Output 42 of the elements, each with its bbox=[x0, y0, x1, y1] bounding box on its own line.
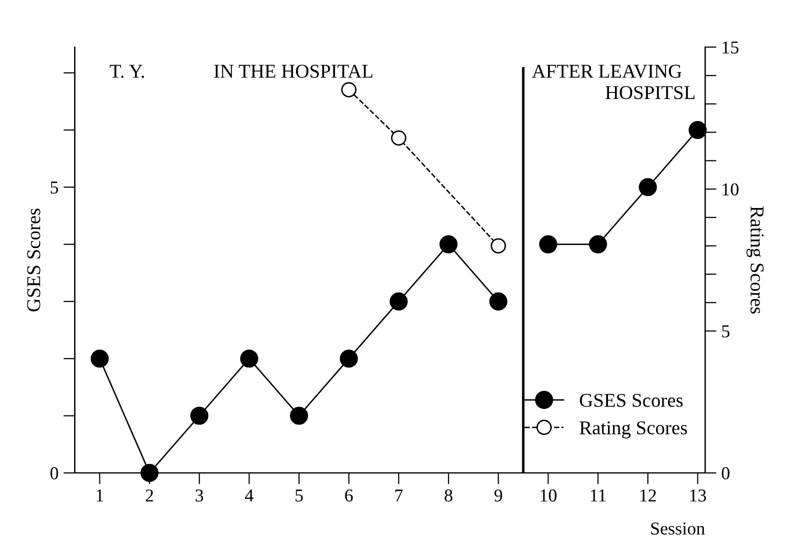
point bbox=[140, 464, 159, 482]
point bbox=[190, 406, 208, 425]
point bbox=[341, 82, 356, 98]
annotation: AFTER LEAVING bbox=[532, 64, 682, 78]
point bbox=[688, 120, 707, 140]
point bbox=[390, 292, 408, 310]
x-tick-label: 6 bbox=[345, 489, 353, 502]
point bbox=[489, 292, 508, 310]
y2-axis-title: Rating Scores bbox=[746, 206, 764, 314]
point bbox=[90, 350, 109, 368]
point bbox=[490, 238, 506, 254]
annotation: IN THE HOSPITAL bbox=[214, 64, 372, 78]
x-tick-label: 3 bbox=[196, 489, 204, 502]
x-tick-label: 4 bbox=[245, 490, 254, 502]
y2-tick-label: 15 bbox=[722, 41, 738, 54]
x-tick-label: 9 bbox=[494, 489, 502, 502]
legend-label: GSES Scores bbox=[580, 394, 683, 407]
x-tick-label: 10 bbox=[540, 489, 557, 502]
point bbox=[439, 235, 458, 254]
annotation: T. Y. bbox=[110, 64, 144, 78]
point bbox=[391, 130, 406, 146]
point bbox=[340, 350, 358, 368]
x-tick-label: 2 bbox=[146, 489, 154, 502]
legend-label: Rating Scores bbox=[580, 421, 687, 438]
y-axis-title: GSES Scores bbox=[27, 208, 40, 312]
x-tick-label: 8 bbox=[444, 489, 452, 502]
point bbox=[240, 350, 258, 368]
x-tick-label: 11 bbox=[590, 490, 606, 502]
x-tick-label: 5 bbox=[296, 490, 303, 502]
y2-tick-label: 5 bbox=[722, 325, 730, 338]
x-tick-label: 7 bbox=[395, 490, 403, 502]
y2-tick-label: 10 bbox=[722, 183, 738, 196]
x-tick-label: 12 bbox=[640, 489, 656, 502]
point bbox=[588, 235, 608, 254]
annotation: HOSPITSL bbox=[606, 86, 695, 100]
x-axis-title: Session bbox=[651, 522, 705, 535]
x-tick-label: 13 bbox=[690, 489, 706, 502]
point bbox=[638, 178, 657, 196]
point bbox=[539, 235, 558, 254]
y2-tick-label: 0 bbox=[722, 467, 730, 480]
point bbox=[290, 406, 308, 425]
x-tick-label: 1 bbox=[96, 490, 104, 502]
